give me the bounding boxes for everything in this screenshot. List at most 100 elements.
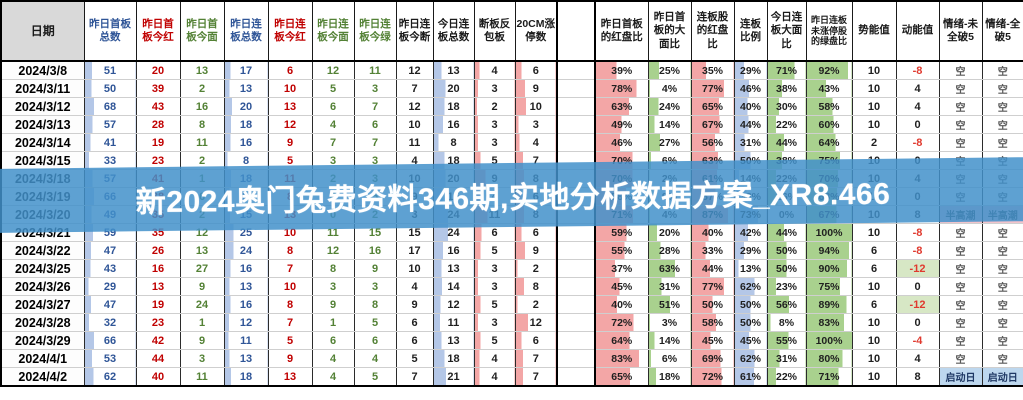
table-cell[interactable]: 28 [135,115,181,134]
table-cell[interactable]: 5 [473,331,516,350]
table-cell[interactable]: 44% [690,259,735,278]
table-cell[interactable]: 9 [311,295,355,314]
column-header[interactable]: 势能值 [851,0,897,62]
table-cell[interactable]: 启动日 [938,367,983,387]
table-cell[interactable]: 3% [647,313,692,332]
table-cell[interactable]: 72% [594,313,649,332]
table-cell[interactable]: 空 [938,60,983,80]
table-cell[interactable]: 10 [851,79,897,98]
table-cell[interactable]: 3 [473,277,516,296]
table-cell[interactable]: 16 [432,115,475,134]
table-cell[interactable]: 10 [851,367,897,387]
table-cell[interactable]: 13 [432,331,475,350]
column-header[interactable]: 昨日首板总数 [83,0,137,62]
date-cell[interactable]: 2024/3/27 [0,295,85,314]
table-cell[interactable]: 18% [647,367,692,387]
table-cell[interactable]: 71% [766,60,807,80]
table-cell[interactable]: 空 [938,331,983,350]
table-cell[interactable]: 空 [938,295,983,314]
table-cell[interactable]: 44 [135,349,181,368]
table-cell[interactable]: 7 [267,259,313,278]
table-cell[interactable]: 2 [179,79,225,98]
table-cell[interactable]: 9 [514,79,558,98]
table-cell[interactable]: 29 [83,277,137,296]
table-cell[interactable]: 62% [733,277,768,296]
column-header[interactable]: 昨日首板的红盘比 [594,0,649,62]
column-header[interactable]: 昨日连板今红 [267,0,313,62]
table-cell[interactable]: 空 [981,97,1023,116]
table-cell[interactable]: 46% [594,133,649,152]
table-cell[interactable]: 13% [733,259,768,278]
date-cell[interactable]: 2024/3/14 [0,133,85,152]
table-cell[interactable]: 8 [353,295,397,314]
table-cell[interactable]: 43 [83,259,137,278]
spacer-cell[interactable] [556,97,596,116]
table-cell[interactable]: 14% [647,331,692,350]
table-cell[interactable]: 58% [690,313,735,332]
table-cell[interactable]: 58% [805,97,853,116]
spacer-cell[interactable] [556,133,596,152]
table-cell[interactable]: 22% [766,367,807,387]
table-cell[interactable]: 10 [395,115,434,134]
date-cell[interactable]: 2024/3/11 [0,79,85,98]
table-cell[interactable]: 空 [938,277,983,296]
table-cell[interactable]: 20 [432,79,475,98]
table-cell[interactable]: 4 [895,97,940,116]
table-cell[interactable]: 6 [395,331,434,350]
table-cell[interactable]: 20 [223,97,269,116]
table-cell[interactable]: 27% [647,133,692,152]
table-cell[interactable]: 12 [514,313,558,332]
column-header[interactable]: 20CM涨停数 [514,0,558,62]
spacer-cell[interactable] [556,79,596,98]
table-cell[interactable]: 0 [895,313,940,332]
table-cell[interactable]: 空 [938,115,983,134]
table-cell[interactable]: 7 [514,349,558,368]
table-cell[interactable]: -8 [895,223,940,242]
table-cell[interactable]: 4% [647,79,692,98]
table-cell[interactable]: 35% [690,60,735,80]
table-cell[interactable]: 44% [766,133,807,152]
table-cell[interactable]: -12 [895,259,940,278]
table-cell[interactable]: 8 [179,115,225,134]
column-header[interactable]: 昨日首板今红 [135,0,181,62]
table-cell[interactable]: 46% [733,79,768,98]
table-cell[interactable]: 空 [981,349,1023,368]
table-cell[interactable]: 43 [135,97,181,116]
table-cell[interactable]: 空 [938,313,983,332]
table-cell[interactable]: 72% [690,367,735,387]
table-cell[interactable]: 3 [514,115,558,134]
table-cell[interactable]: 31% [733,133,768,152]
table-cell[interactable]: 0 [895,115,940,134]
table-cell[interactable]: 12 [395,97,434,116]
table-cell[interactable]: 5 [473,241,516,260]
spacer-cell[interactable] [556,259,596,278]
table-cell[interactable]: 空 [938,241,983,260]
table-cell[interactable]: 41 [83,133,137,152]
table-cell[interactable]: 62% [733,349,768,368]
table-cell[interactable]: 12 [311,241,355,260]
table-cell[interactable]: 16 [353,241,397,260]
table-cell[interactable]: 63% [594,97,649,116]
table-cell[interactable]: 18 [432,349,475,368]
table-cell[interactable]: 13 [432,60,475,80]
table-cell[interactable]: 29% [733,60,768,80]
date-cell[interactable]: 2024/4/1 [0,349,85,368]
date-cell[interactable]: 2024/3/26 [0,277,85,296]
table-cell[interactable]: 49% [594,115,649,134]
table-cell[interactable]: 28% [647,241,692,260]
date-cell[interactable]: 2024/3/13 [0,115,85,134]
table-cell[interactable]: 17 [223,60,269,80]
table-cell[interactable]: 24% [647,97,692,116]
table-cell[interactable]: 16 [223,295,269,314]
table-cell[interactable]: 50% [690,295,735,314]
table-cell[interactable]: 10 [851,277,897,296]
table-cell[interactable]: 31% [766,349,807,368]
table-cell[interactable]: 45% [733,331,768,350]
date-cell[interactable]: 2024/3/22 [0,241,85,260]
table-cell[interactable]: 10 [851,313,897,332]
table-cell[interactable]: 92% [805,60,853,80]
table-cell[interactable]: 6 [473,223,516,242]
table-cell[interactable]: 31% [647,277,692,296]
table-cell[interactable]: 4 [311,115,355,134]
table-cell[interactable]: 42 [135,331,181,350]
